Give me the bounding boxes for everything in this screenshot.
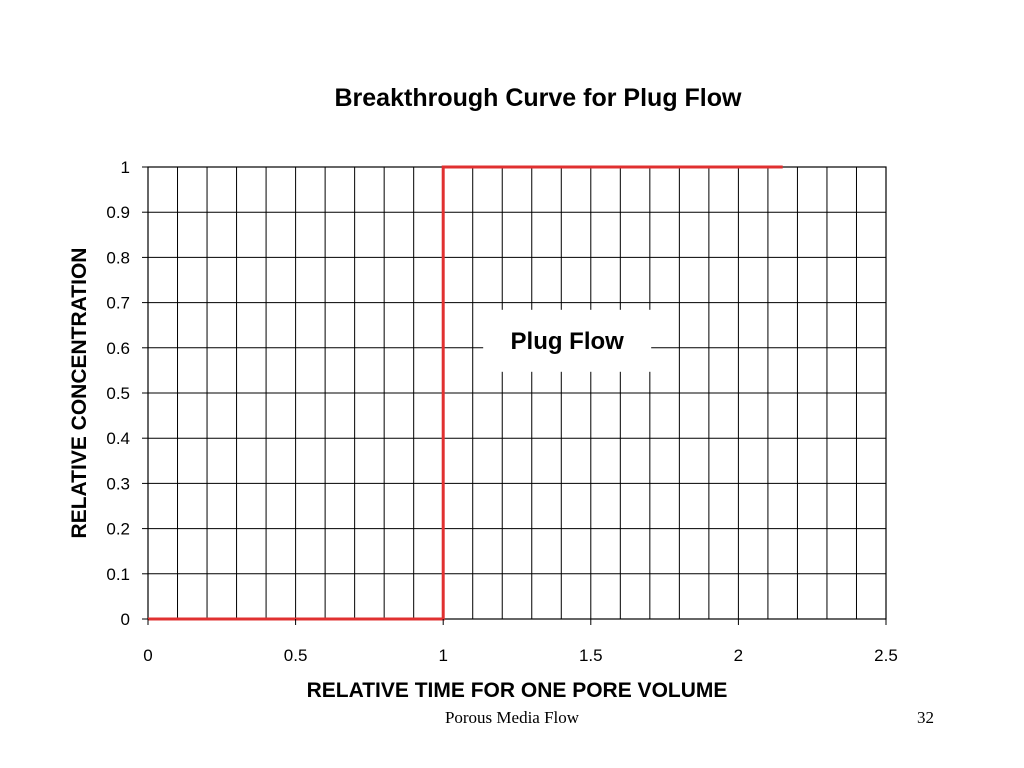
y-tick-label: 0.6 [106, 339, 130, 358]
x-tick-label: 2 [734, 646, 743, 665]
y-tick-label: 0.7 [106, 294, 130, 313]
axis-ticks: 0 0.1 0.2 0.3 0.4 0.5 0.6 0.7 0.8 0.9 1 0 0.5 1 1.5 2 2.… [106, 158, 897, 665]
plot-annotations: Plug Flow [483, 309, 652, 372]
x-axis-label: RELATIVE TIME FOR ONE PORE VOLUME [307, 679, 728, 700]
x-tick-label: 2.5 [874, 646, 898, 665]
footer-title: Porous Media Flow [444, 708, 580, 727]
y-tick-label: 0.2 [106, 520, 130, 539]
x-tick-label: 1 [438, 646, 447, 665]
x-tick-label: 0.5 [284, 646, 308, 665]
y-tick-label: 0.9 [106, 203, 130, 222]
y-tick-label: 1 [121, 158, 130, 177]
plot-grid [147, 166, 887, 620]
annotation-box [483, 309, 652, 372]
chart-title: Breakthrough Curve for Plug Flow [335, 84, 743, 112]
y-tick-label: 0.1 [106, 565, 130, 584]
breakthrough-chart: Breakthrough Curve for Plug Flow Plug Fl… [68, 84, 898, 700]
y-tick-label: 0 [121, 610, 130, 629]
y-tick-label: 0.3 [106, 474, 130, 493]
y-tick-label: 0.5 [106, 384, 130, 403]
x-tick-label: 0 [143, 646, 152, 665]
y-axis-label: RELATIVE CONCENTRATION [68, 248, 91, 539]
x-tick-label: 1.5 [579, 646, 603, 665]
y-tick-label: 0.8 [106, 248, 130, 267]
page-number: 32 [917, 708, 934, 727]
annotation-label: Plug Flow [511, 328, 625, 355]
y-tick-label: 0.4 [106, 429, 130, 448]
